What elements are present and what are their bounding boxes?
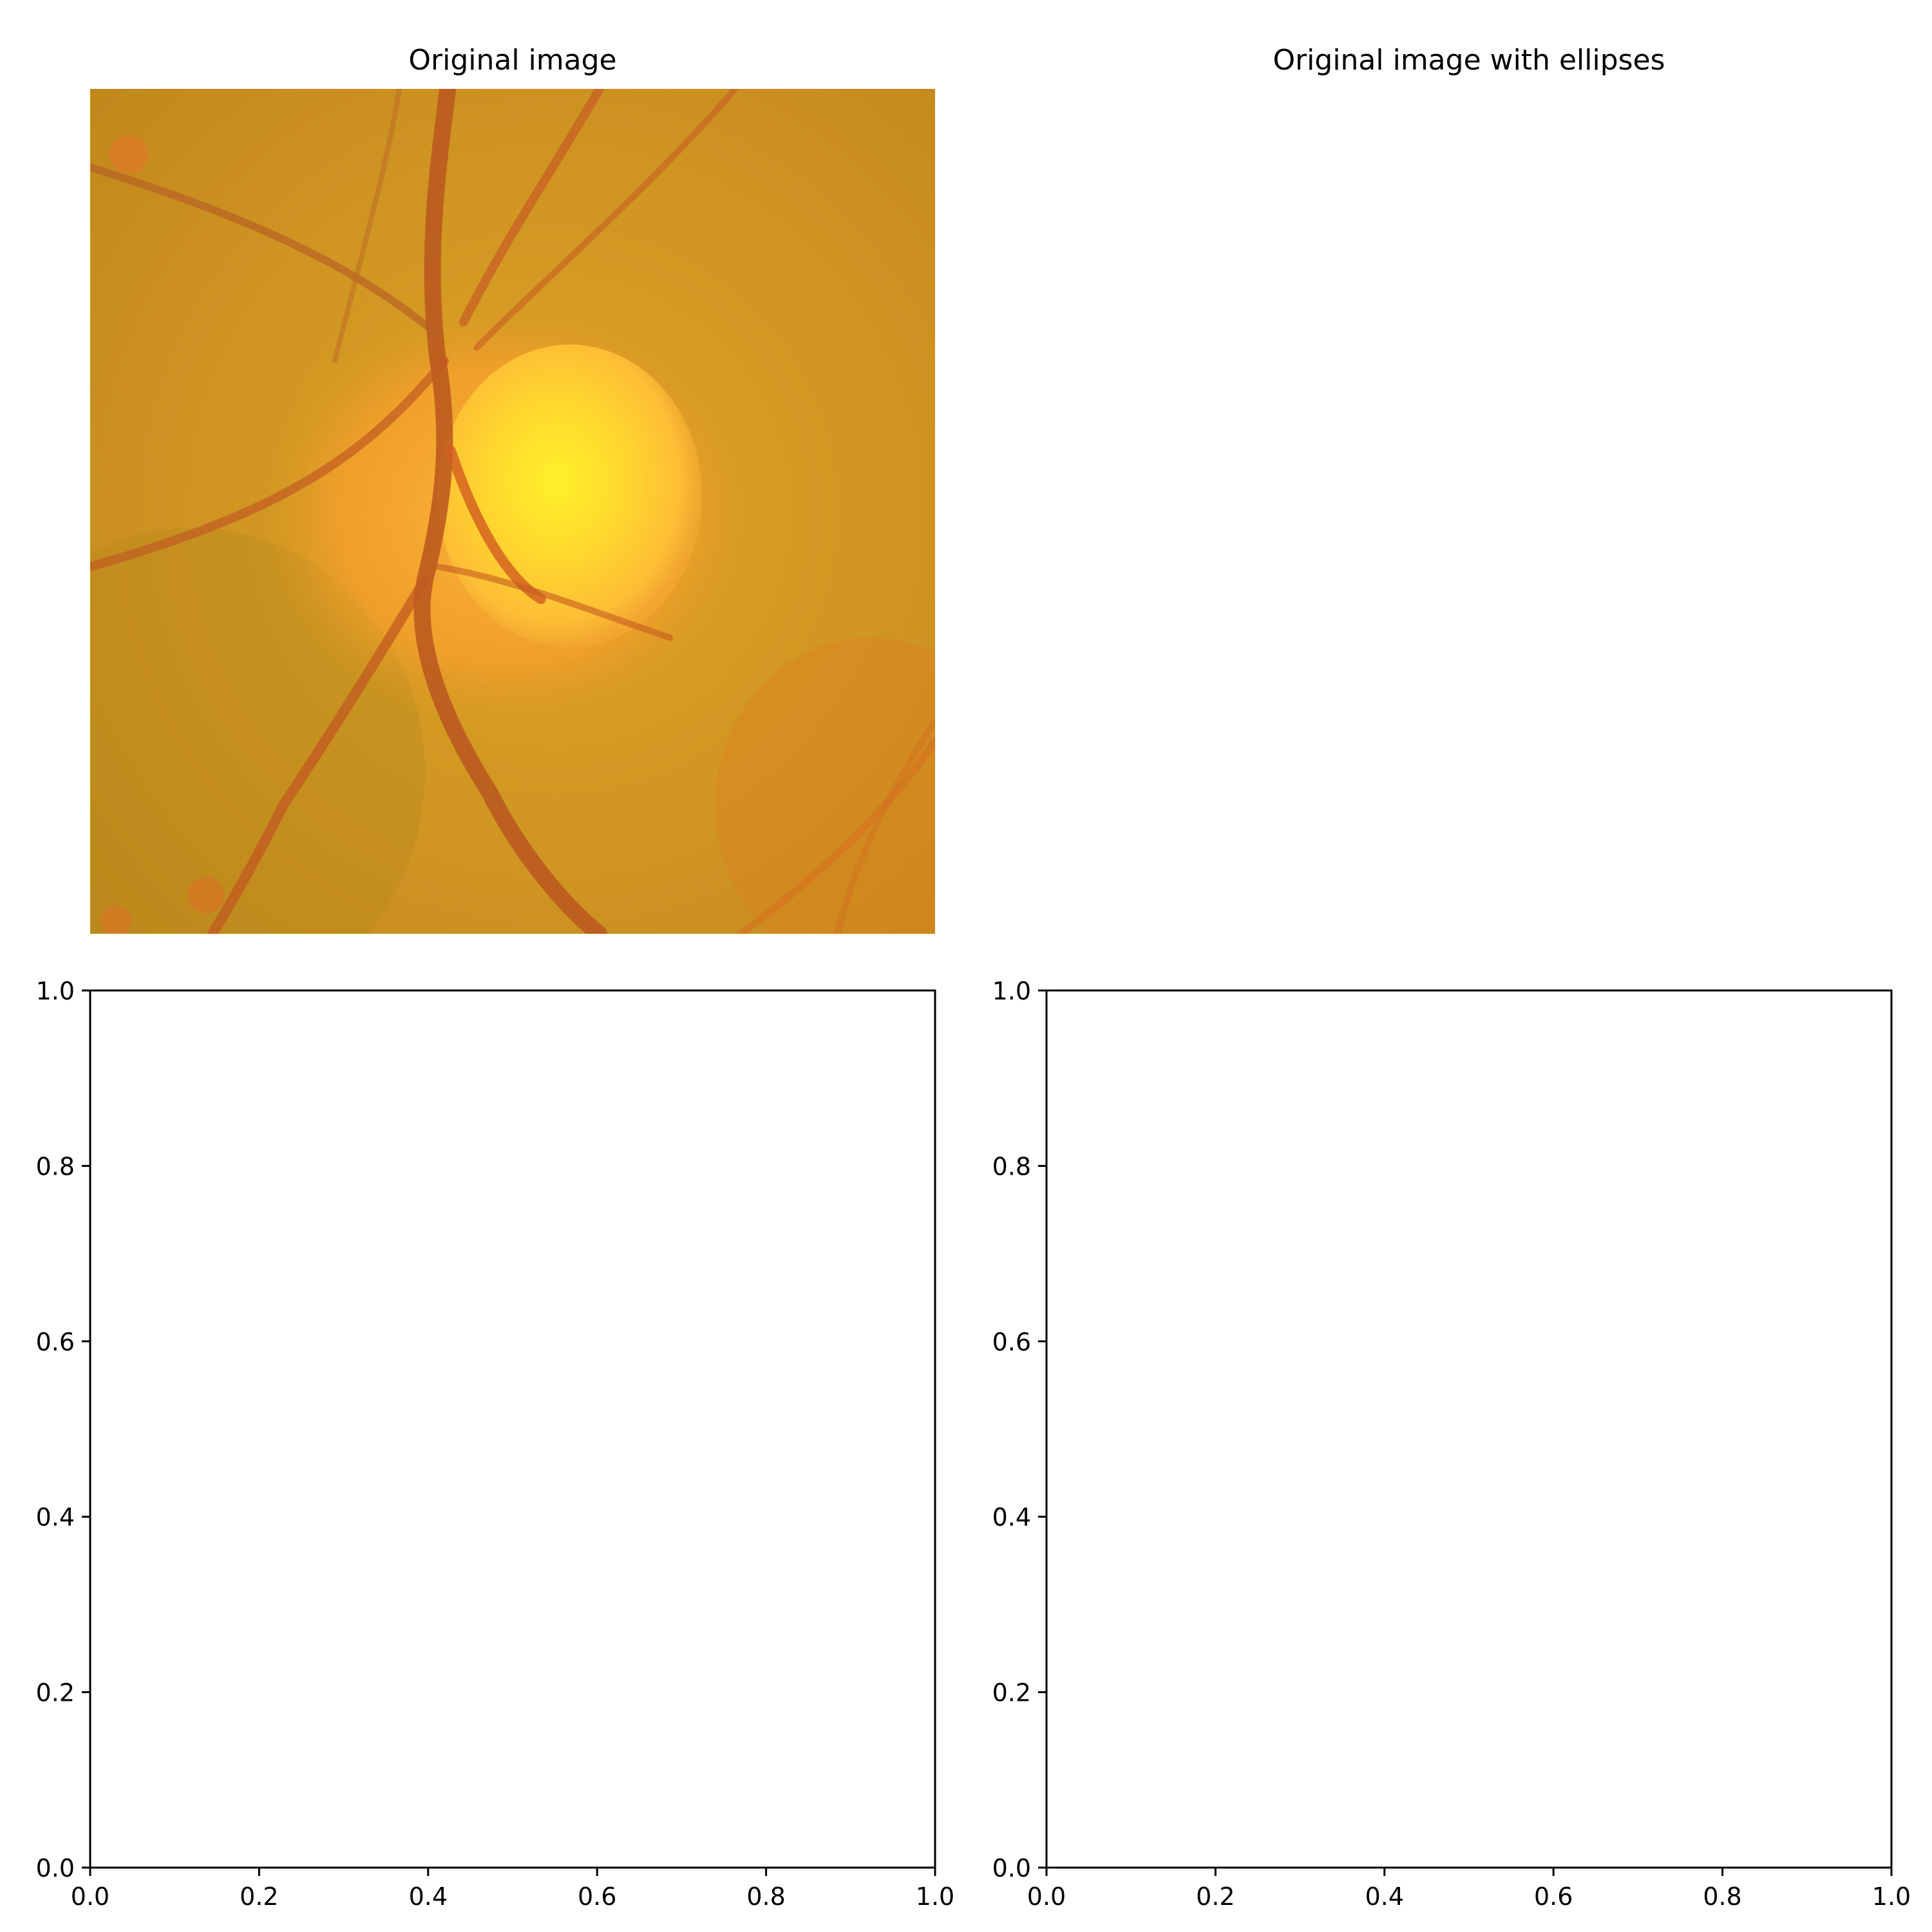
panel-original-image: Original image [90, 44, 935, 934]
right-x-tick-label-1: 0.2 [1196, 1882, 1235, 1911]
left-y-tick-label-5: 1.0 [36, 977, 75, 1005]
right-x-tick-label-4: 0.8 [1703, 1882, 1741, 1911]
axes-bottom-left: 0.0 0.2 0.4 0.6 0.8 1.0 0.0 0.2 0.4 0.6 0.8 1.0 [36, 977, 955, 1911]
right-x-tick-label-0: 0.0 [1027, 1882, 1066, 1911]
panel-1-title: Original image [408, 44, 616, 77]
right-x-tick-label-3: 0.6 [1534, 1882, 1573, 1911]
right-axes-frame [1045, 989, 1893, 1869]
right-y-tick-label-0: 0.0 [992, 1854, 1031, 1882]
right-x-tick-label-2: 0.4 [1365, 1882, 1404, 1911]
left-y-tick-label-0: 0.0 [36, 1854, 75, 1882]
right-y-tick-label-4: 0.8 [992, 1152, 1031, 1180]
left-x-tick-label-1: 0.2 [240, 1882, 278, 1911]
left-axes-frame [89, 989, 936, 1869]
left-y-tick-label-2: 0.4 [36, 1503, 75, 1531]
left-x-tick-label-4: 0.8 [746, 1882, 785, 1911]
retinal-fundus-image [90, 89, 935, 934]
left-y-tick-label-1: 0.2 [36, 1679, 75, 1707]
right-y-tick-label-5: 1.0 [992, 977, 1031, 1005]
panel-2-title: Original image with ellipses [1273, 44, 1665, 77]
left-x-tick-label-0: 0.0 [71, 1882, 109, 1911]
right-x-tick-label-5: 1.0 [1872, 1882, 1911, 1911]
left-x-tick-label-3: 0.6 [578, 1882, 616, 1911]
left-x-tick-label-2: 0.4 [409, 1882, 448, 1911]
axes-bottom-right: 0.0 0.2 0.4 0.6 0.8 1.0 0.0 0.2 0.4 0.6 0.8 1.0 [992, 977, 1911, 1911]
right-y-tick-label-1: 0.2 [992, 1679, 1031, 1707]
left-y-tick-label-3: 0.6 [36, 1328, 75, 1356]
left-y-tick-label-4: 0.8 [36, 1152, 75, 1180]
retinal-vessels [90, 89, 935, 934]
right-y-tick-label-3: 0.6 [992, 1328, 1031, 1356]
panel-image-with-ellipses: Original image with ellipses [1273, 44, 1665, 77]
left-x-tick-label-5: 1.0 [916, 1882, 954, 1911]
right-y-tick-label-2: 0.4 [992, 1503, 1031, 1531]
